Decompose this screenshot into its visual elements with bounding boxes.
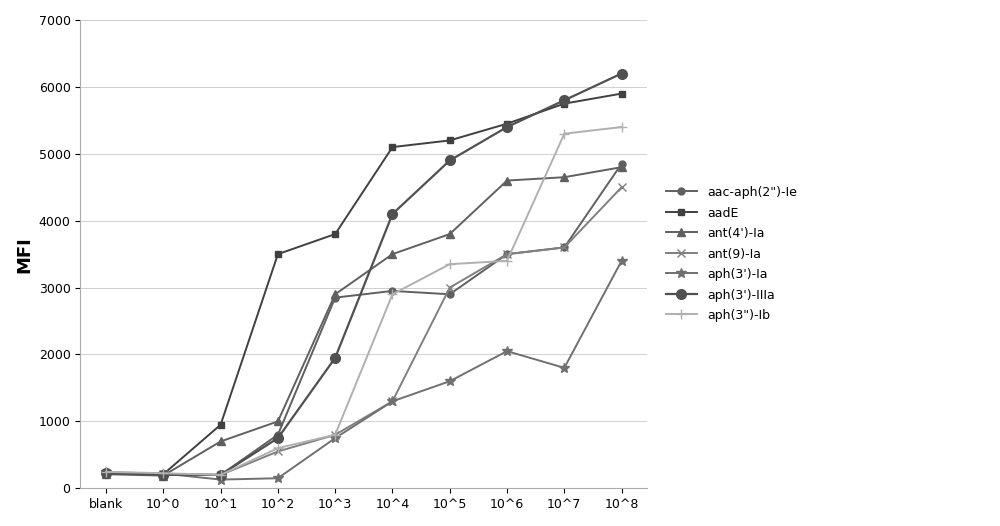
aac-aph(2")-Ie: [558, 244, 570, 250]
aph(3')-IIIa: [272, 435, 284, 441]
aph(3')-IIIa: [215, 472, 227, 478]
Legend: aac-aph(2")-Ie, aadE, ant(4')-Ia, ant(9)-Ia, aph(3')-Ia, aph(3')-IIIa, aph(3")-I: aac-aph(2")-Ie, aadE, ant(4')-Ia, ant(9)…: [659, 180, 803, 328]
aadE: [444, 137, 456, 144]
aph(3")-Ib: [558, 130, 570, 137]
aph(3")-Ib: [157, 470, 169, 477]
ant(4')-Ia: [386, 251, 398, 257]
ant(4')-Ia: [501, 177, 513, 184]
aph(3')-IIIa: [501, 124, 513, 130]
aadE: [272, 251, 284, 257]
ant(4')-Ia: [100, 471, 112, 478]
aph(3')-IIIa: [157, 471, 169, 478]
aph(3')-Ia: [386, 398, 398, 404]
aac-aph(2")-Ie: [157, 472, 169, 478]
aph(3')-IIIa: [444, 157, 456, 164]
aac-aph(2")-Ie: [100, 470, 112, 477]
aac-aph(2")-Ie: [444, 291, 456, 297]
aadE: [616, 90, 628, 97]
aph(3')-IIIa: [558, 97, 570, 104]
ant(9)-Ia: [215, 472, 227, 478]
aph(3")-Ib: [272, 445, 284, 451]
aph(3')-IIIa: [329, 355, 341, 361]
Line: aph(3")-Ib: aph(3")-Ib: [101, 122, 626, 480]
aadE: [386, 144, 398, 150]
aadE: [157, 471, 169, 478]
ant(4')-Ia: [329, 291, 341, 297]
ant(9)-Ia: [157, 471, 169, 478]
ant(4')-Ia: [272, 418, 284, 424]
aadE: [558, 100, 570, 107]
Line: aph(3')-IIIa: aph(3')-IIIa: [101, 69, 626, 480]
ant(4')-Ia: [558, 174, 570, 180]
Line: ant(9)-Ia: ant(9)-Ia: [102, 183, 626, 479]
ant(9)-Ia: [444, 285, 456, 291]
aadE: [501, 120, 513, 127]
Line: aadE: aadE: [103, 90, 625, 478]
aph(3")-Ib: [100, 469, 112, 475]
aph(3')-Ia: [329, 435, 341, 441]
aph(3")-Ib: [501, 258, 513, 264]
aadE: [329, 231, 341, 237]
Line: ant(4')-Ia: ant(4')-Ia: [102, 163, 626, 480]
ant(9)-Ia: [100, 470, 112, 476]
ant(9)-Ia: [558, 244, 570, 250]
aph(3')-Ia: [157, 470, 169, 477]
aph(3')-Ia: [501, 348, 513, 355]
ant(9)-Ia: [501, 251, 513, 257]
aph(3')-Ia: [558, 365, 570, 371]
aph(3")-Ib: [616, 124, 628, 130]
aac-aph(2")-Ie: [616, 160, 628, 167]
aadE: [215, 421, 227, 428]
aph(3")-Ib: [444, 261, 456, 267]
aph(3')-Ia: [215, 477, 227, 483]
aac-aph(2")-Ie: [501, 251, 513, 257]
aph(3')-IIIa: [616, 70, 628, 77]
aph(3')-IIIa: [386, 211, 398, 217]
aac-aph(2")-Ie: [272, 432, 284, 438]
ant(4')-Ia: [215, 438, 227, 444]
aph(3')-Ia: [616, 258, 628, 264]
ant(9)-Ia: [616, 184, 628, 190]
aac-aph(2")-Ie: [215, 472, 227, 478]
Line: aph(3')-Ia: aph(3')-Ia: [101, 256, 626, 484]
aph(3')-IIIa: [100, 470, 112, 477]
aph(3")-Ib: [386, 291, 398, 297]
aac-aph(2")-Ie: [386, 288, 398, 294]
aac-aph(2")-Ie: [329, 295, 341, 301]
aph(3')-Ia: [444, 378, 456, 385]
aph(3')-Ia: [272, 475, 284, 481]
aadE: [100, 470, 112, 476]
Line: aac-aph(2")-Ie: aac-aph(2")-Ie: [103, 160, 625, 478]
aph(3")-Ib: [215, 472, 227, 478]
ant(4')-Ia: [616, 164, 628, 170]
ant(4')-Ia: [157, 472, 169, 479]
ant(9)-Ia: [386, 398, 398, 404]
aph(3')-Ia: [100, 469, 112, 476]
Y-axis label: MFI: MFI: [15, 236, 33, 272]
ant(9)-Ia: [272, 448, 284, 454]
ant(9)-Ia: [329, 432, 341, 438]
aph(3")-Ib: [329, 432, 341, 438]
ant(4')-Ia: [444, 231, 456, 237]
